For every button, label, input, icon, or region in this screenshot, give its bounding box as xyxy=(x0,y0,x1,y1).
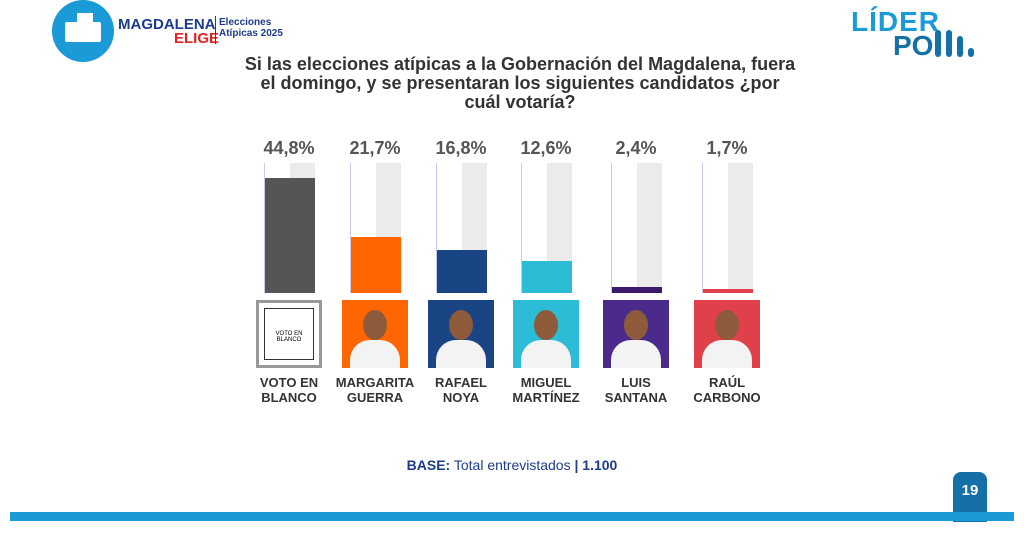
divider xyxy=(215,16,216,44)
base-sep: | xyxy=(574,457,579,473)
event-line2: Atípicas 2025 xyxy=(219,28,283,39)
bar xyxy=(351,237,401,293)
bar xyxy=(522,260,572,293)
candidate-body xyxy=(436,340,486,368)
name-line: LUIS xyxy=(621,375,651,390)
candidate-body xyxy=(611,340,661,368)
candidate-name: MARGARITA GUERRA xyxy=(330,375,420,405)
blank-vote-card: VOTO EN BLANCO xyxy=(256,300,322,368)
candidate-body xyxy=(702,340,752,368)
name-line: BLANCO xyxy=(261,390,317,405)
bar-track xyxy=(350,163,401,293)
candidate-photo: VOTO EN BLANCO xyxy=(256,300,322,368)
name-line: GUERRA xyxy=(346,390,404,405)
data-label: 21,7% xyxy=(349,138,401,158)
bar xyxy=(612,286,662,293)
bar-track xyxy=(521,163,572,293)
data-label: 16,8% xyxy=(435,138,487,158)
candidate-body xyxy=(521,340,571,368)
pollster-logo-line1: LÍDER xyxy=(851,6,940,37)
base-note: BASE: Total entrevistados | 1.100 xyxy=(0,457,1024,473)
candidate-head xyxy=(534,310,558,340)
bar xyxy=(703,288,753,293)
candidate-name: RAÚL CARBONO xyxy=(682,375,772,405)
base-label: BASE: xyxy=(406,457,451,473)
data-label: 2,4% xyxy=(615,138,657,158)
candidate-body xyxy=(350,340,400,368)
poll-bars-icon xyxy=(935,30,985,57)
candidate-name: VOTO EN BLANCO xyxy=(244,375,334,405)
candidate-head xyxy=(624,310,648,340)
candidate-photo xyxy=(603,300,669,368)
bar-track xyxy=(264,163,315,293)
ballot-box-logo-icon xyxy=(52,0,114,62)
event-label: Elecciones Atípicas 2025 xyxy=(219,17,283,39)
name-line: NOYA xyxy=(442,390,480,405)
pollster-logo-line2: PO xyxy=(893,30,934,61)
candidate-head xyxy=(363,310,387,340)
data-label: 44,8% xyxy=(263,138,315,158)
brand-main: MAGDALENA xyxy=(118,16,216,33)
name-line: MARGARITA xyxy=(335,375,415,390)
candidate-photo xyxy=(428,300,494,368)
base-value: 1.100 xyxy=(582,457,618,473)
footer-bar xyxy=(10,512,1014,521)
brand-sub: ELIGE xyxy=(174,30,220,47)
name-line: RAÚL xyxy=(708,375,746,390)
chart-title: Si las elecciones atípicas a la Gobernac… xyxy=(244,54,796,112)
bar-track xyxy=(611,163,662,293)
name-line: RAFAEL xyxy=(435,375,487,390)
candidate-photo xyxy=(513,300,579,368)
bar-track xyxy=(436,163,487,293)
bar-track xyxy=(702,163,753,293)
blank-card-text: VOTO EN BLANCO xyxy=(264,308,314,360)
name-line: SANTANA xyxy=(604,390,668,405)
candidate-head xyxy=(449,310,473,340)
bar xyxy=(265,177,315,293)
candidate-name: LUIS SANTANA xyxy=(591,375,681,405)
data-label: 12,6% xyxy=(520,138,572,158)
candidate-photo xyxy=(342,300,408,368)
candidate-name: RAFAEL NOYA xyxy=(416,375,506,405)
candidate-head xyxy=(715,310,739,340)
event-line1: Elecciones xyxy=(219,17,272,28)
name-line: VOTO EN xyxy=(259,375,319,390)
candidate-name: MIGUEL MARTÍNEZ xyxy=(501,375,591,405)
name-line: MIGUEL xyxy=(520,375,572,390)
base-text: Total entrevistados xyxy=(453,457,571,473)
candidate-photo xyxy=(694,300,760,368)
name-line: MARTÍNEZ xyxy=(512,390,580,405)
bar xyxy=(437,249,487,293)
data-label: 1,7% xyxy=(706,138,748,158)
name-line: CARBONO xyxy=(693,390,761,405)
